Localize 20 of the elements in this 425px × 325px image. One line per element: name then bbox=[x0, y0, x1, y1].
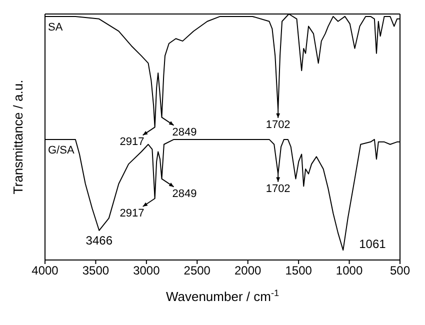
annotation: 3466 bbox=[86, 233, 113, 248]
x-tick-label: 2500 bbox=[184, 264, 211, 278]
x-tick-label: 3500 bbox=[82, 264, 110, 278]
annotation: 2849 bbox=[172, 188, 197, 200]
annotation: 1702 bbox=[266, 182, 290, 195]
x-tick-label: 1000 bbox=[336, 264, 363, 278]
annotation: 2849 bbox=[172, 126, 197, 138]
x-tick-label: 4000 bbox=[32, 264, 59, 278]
x-tick-label: 2000 bbox=[234, 264, 262, 278]
y-axis-title: Transmittance / a.u. bbox=[10, 80, 26, 194]
annotation: 2917 bbox=[120, 208, 144, 220]
x-tick-label: 500 bbox=[390, 264, 410, 278]
x-tick-label: 3000 bbox=[133, 264, 160, 278]
x-tick-label: 1500 bbox=[285, 264, 312, 278]
series-label: SA bbox=[48, 21, 64, 34]
x-axis-title: Wavenumber / cm$^{-1}$ bbox=[166, 288, 280, 304]
annotation: 2917 bbox=[120, 136, 144, 148]
annotation: 1702 bbox=[266, 118, 290, 131]
annotation: 1061 bbox=[359, 237, 386, 252]
series-label: G/SA bbox=[48, 144, 75, 156]
